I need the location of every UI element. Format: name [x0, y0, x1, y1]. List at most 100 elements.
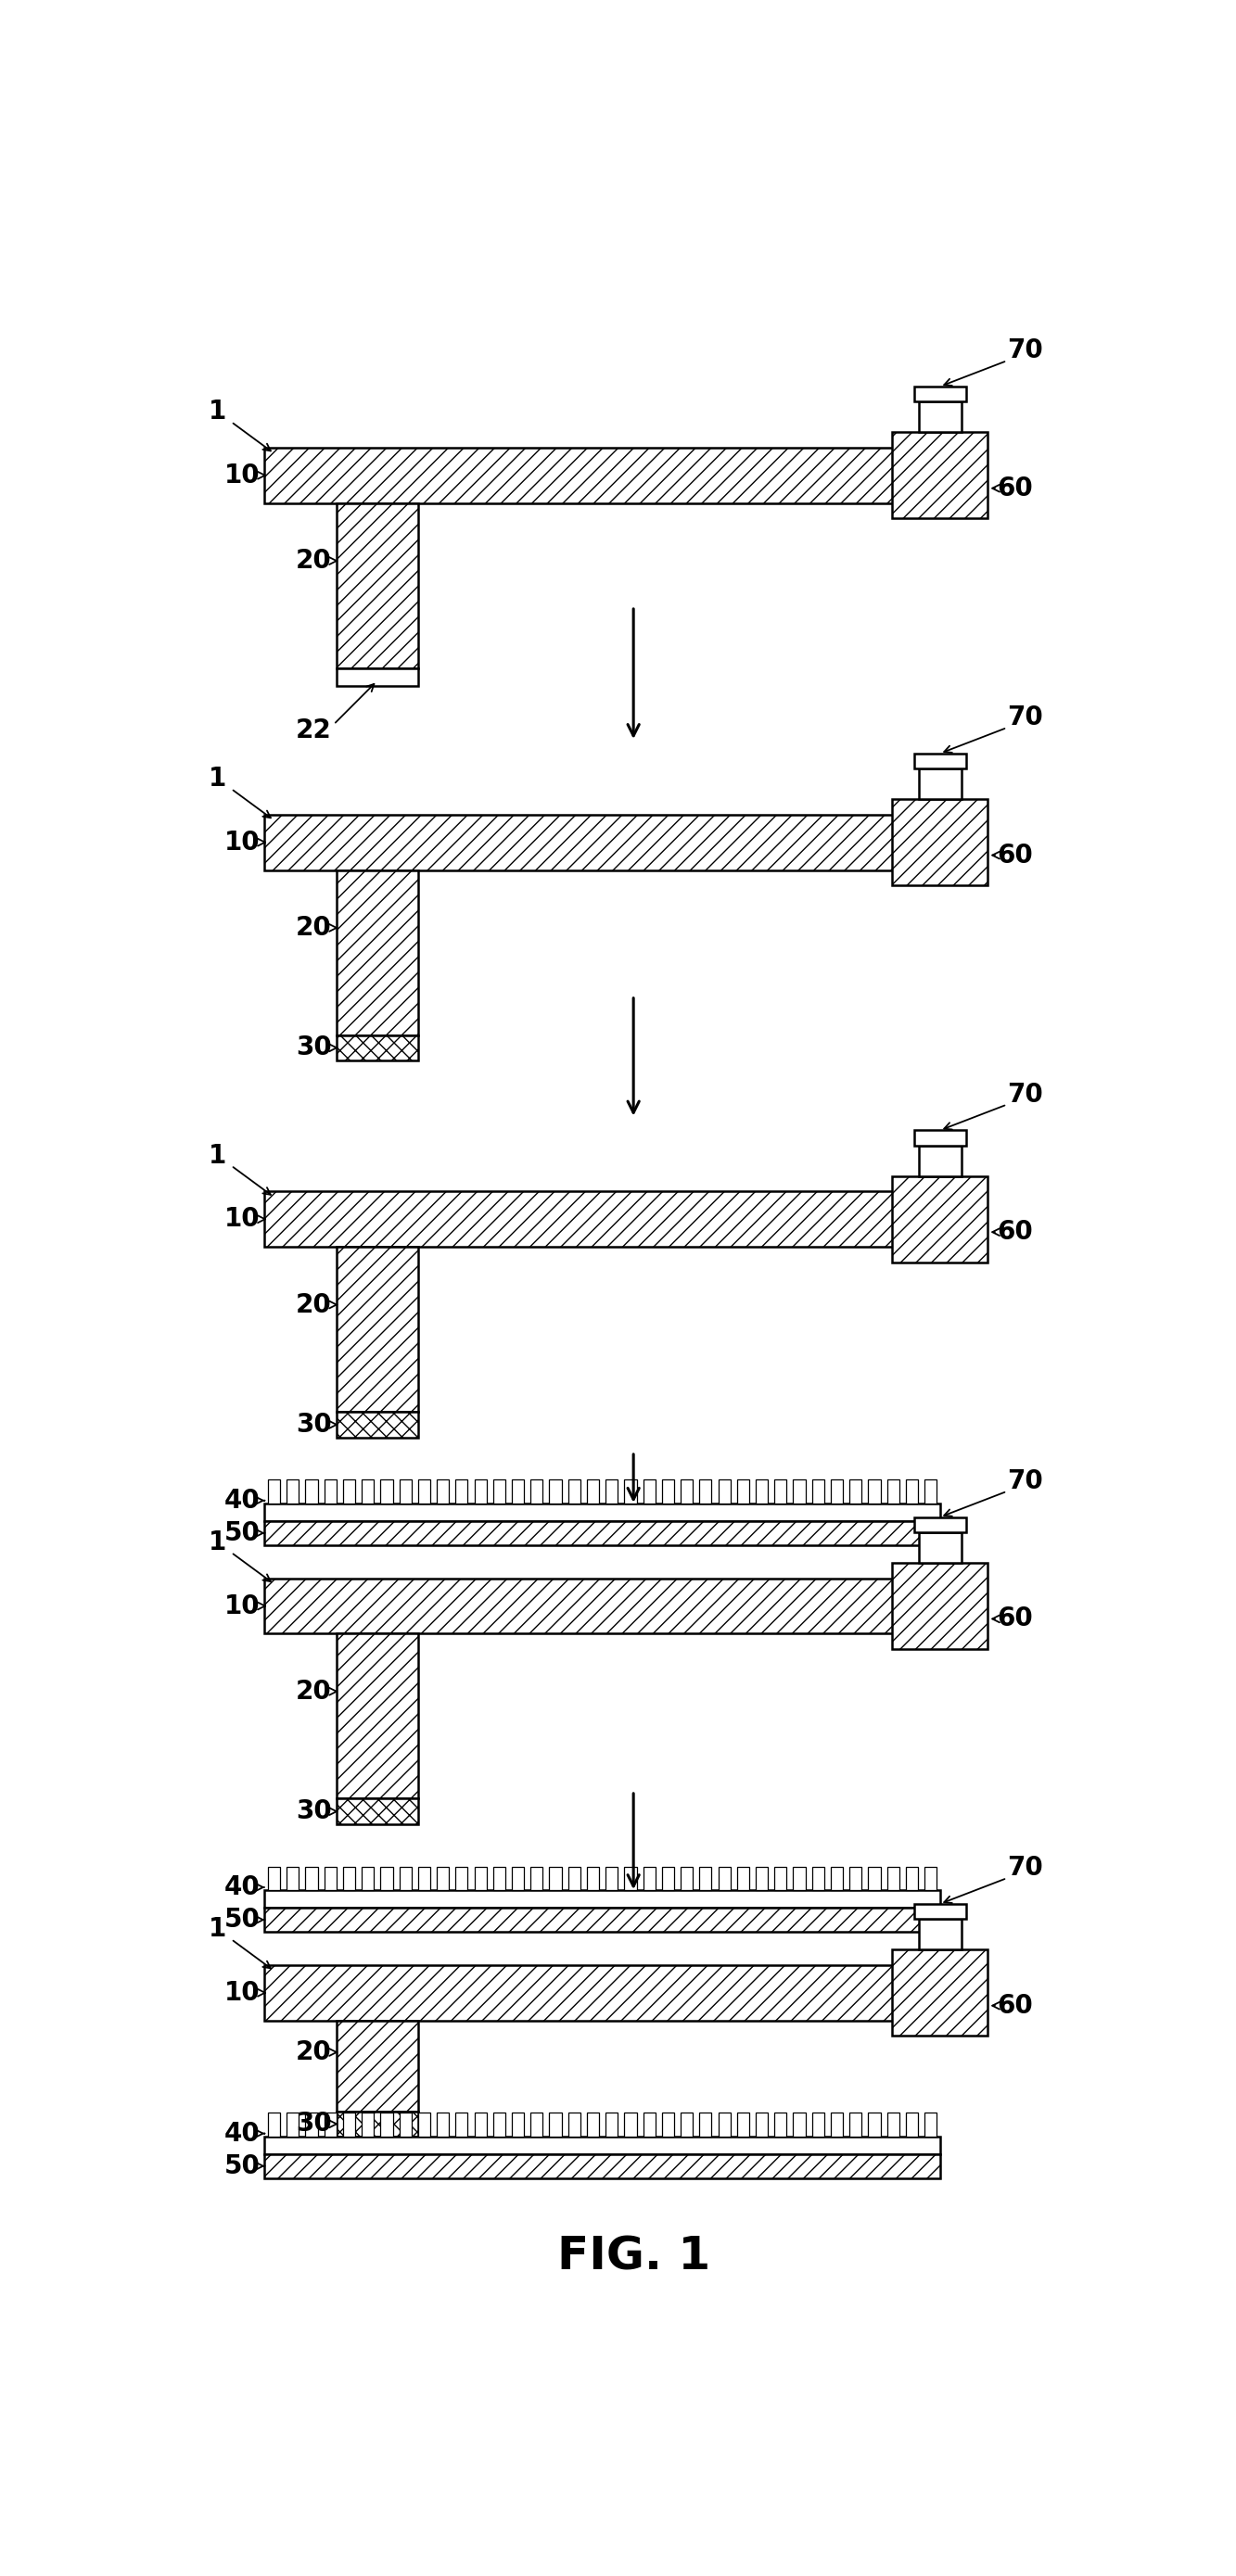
Text: 10: 10 — [224, 829, 260, 855]
Bar — [918, 1919, 962, 1950]
Text: 22: 22 — [295, 719, 331, 744]
Bar — [906, 1868, 918, 1891]
Text: FIG. 1: FIG. 1 — [557, 2236, 709, 2280]
Bar — [512, 1479, 524, 1504]
Bar — [661, 1868, 674, 1891]
Bar — [892, 433, 988, 518]
Bar — [342, 1868, 355, 1891]
Bar — [624, 2112, 637, 2136]
Bar — [868, 2112, 880, 2136]
Text: 20: 20 — [295, 549, 331, 574]
Bar — [265, 2154, 939, 2177]
Bar — [737, 1479, 749, 1504]
Bar — [512, 1868, 524, 1891]
Bar — [549, 1479, 561, 1504]
Bar — [849, 1479, 861, 1504]
Bar — [305, 1868, 318, 1891]
Bar — [737, 1868, 749, 1891]
Bar — [362, 1479, 375, 1504]
Bar — [643, 1479, 655, 1504]
Bar — [418, 2112, 430, 2136]
Bar — [265, 1965, 921, 2020]
Bar — [681, 1479, 693, 1504]
Bar — [868, 1868, 880, 1891]
Bar — [643, 1868, 655, 1891]
Text: 10: 10 — [224, 1206, 260, 1231]
Text: 20: 20 — [295, 914, 331, 940]
Bar — [305, 1479, 318, 1504]
Bar — [643, 2112, 655, 2136]
Bar — [569, 1479, 580, 1504]
Bar — [287, 2112, 299, 2136]
Text: 1: 1 — [209, 1530, 226, 1556]
Bar — [831, 2112, 843, 2136]
Bar — [892, 1564, 988, 1649]
Text: 50: 50 — [224, 1906, 260, 1932]
Bar — [475, 1868, 487, 1891]
Bar — [812, 2112, 824, 2136]
Bar — [868, 1479, 880, 1504]
Bar — [906, 1479, 918, 1504]
Bar — [336, 1798, 418, 1824]
Text: 20: 20 — [295, 1291, 331, 1319]
Bar — [775, 1479, 786, 1504]
Bar — [918, 768, 962, 799]
Bar — [530, 1479, 543, 1504]
Text: 50: 50 — [224, 2154, 260, 2179]
Bar — [336, 667, 418, 685]
Bar — [812, 1868, 824, 1891]
Bar — [700, 1868, 712, 1891]
Bar — [718, 1479, 730, 1504]
Bar — [925, 1868, 937, 1891]
Bar — [456, 1868, 467, 1891]
Bar — [915, 1517, 965, 1533]
Bar — [569, 2112, 580, 2136]
Bar — [718, 2112, 730, 2136]
Bar — [287, 1868, 299, 1891]
Bar — [475, 2112, 487, 2136]
Bar — [587, 1868, 599, 1891]
Bar — [549, 1868, 561, 1891]
Bar — [831, 1479, 843, 1504]
Bar — [265, 1504, 939, 1522]
Text: 70: 70 — [1007, 1855, 1043, 1880]
Bar — [265, 814, 921, 871]
Bar — [418, 1868, 430, 1891]
Text: 10: 10 — [224, 1981, 260, 2007]
Bar — [399, 2112, 412, 2136]
Bar — [418, 1479, 430, 1504]
Text: 60: 60 — [997, 1994, 1033, 2020]
Bar — [436, 2112, 449, 2136]
Bar — [530, 1868, 543, 1891]
Bar — [887, 1479, 899, 1504]
Bar — [887, 2112, 899, 2136]
Bar — [794, 2112, 806, 2136]
Bar — [892, 1950, 988, 2035]
Bar — [336, 1633, 418, 1798]
Bar — [587, 1479, 599, 1504]
Bar — [342, 1479, 355, 1504]
Text: 70: 70 — [1007, 337, 1043, 363]
Bar — [336, 2112, 418, 2136]
Bar — [661, 1479, 674, 1504]
Bar — [336, 1247, 418, 1412]
Bar — [456, 1479, 467, 1504]
Bar — [399, 1868, 412, 1891]
Bar — [493, 1868, 506, 1891]
Bar — [587, 2112, 599, 2136]
Bar — [794, 1868, 806, 1891]
Bar — [606, 2112, 618, 2136]
Bar — [305, 2112, 318, 2136]
Bar — [918, 402, 962, 433]
Bar — [925, 2112, 937, 2136]
Text: 40: 40 — [224, 1875, 260, 1901]
Text: 40: 40 — [224, 1486, 260, 1515]
Bar — [915, 1131, 965, 1146]
Bar — [324, 1868, 336, 1891]
Bar — [287, 1479, 299, 1504]
Text: 1: 1 — [209, 399, 226, 425]
Bar — [718, 1868, 730, 1891]
Bar — [892, 799, 988, 886]
Bar — [661, 2112, 674, 2136]
Bar — [775, 1868, 786, 1891]
